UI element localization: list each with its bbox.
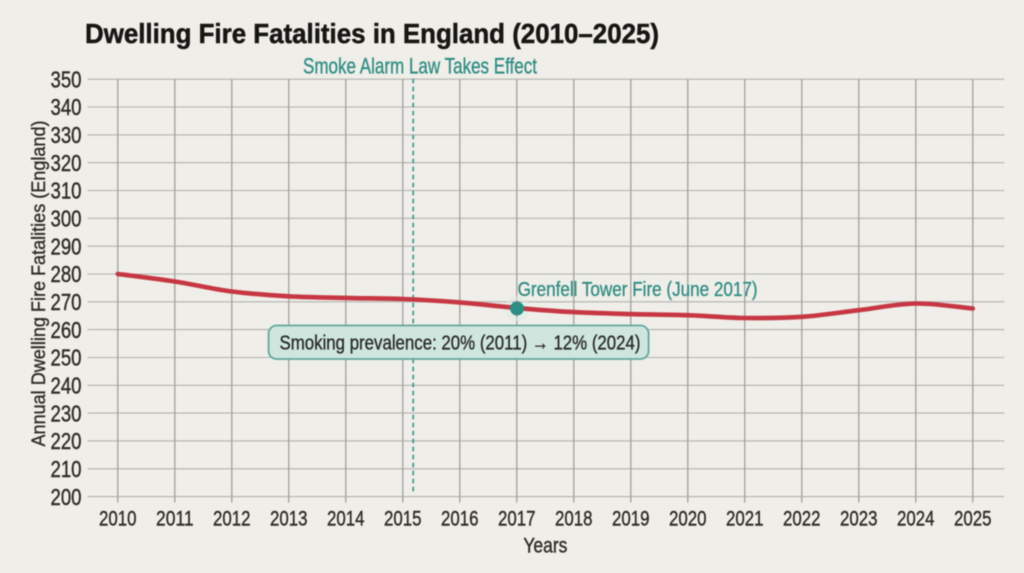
svg-text:230: 230 [51,400,82,426]
svg-text:260: 260 [51,317,82,343]
svg-text:2017: 2017 [498,507,536,531]
svg-text:2019: 2019 [612,507,650,531]
svg-text:240: 240 [51,373,82,399]
svg-text:Years: Years [523,535,567,558]
svg-text:2012: 2012 [213,507,251,531]
svg-text:2013: 2013 [270,507,308,531]
svg-text:2015: 2015 [384,507,422,531]
svg-text:2011: 2011 [156,507,194,531]
svg-text:2022: 2022 [783,507,821,531]
svg-text:250: 250 [51,345,82,371]
svg-text:340: 340 [51,94,82,120]
svg-text:Grenfell Tower Fire (June 2017: Grenfell Tower Fire (June 2017) [518,279,758,301]
svg-text:2024: 2024 [897,507,935,531]
svg-text:220: 220 [51,428,82,454]
svg-text:Annual Dwelling Fire Fatalitie: Annual Dwelling Fire Fatalities (England… [29,121,50,447]
svg-text:2016: 2016 [441,507,479,531]
svg-text:350: 350 [51,66,82,92]
svg-text:Smoke Alarm Law Takes Effect: Smoke Alarm Law Takes Effect [303,53,537,78]
svg-text:2010: 2010 [99,507,137,531]
svg-text:Smoking prevalence: 20% (2011): Smoking prevalence: 20% (2011) → 12% (20… [280,333,641,355]
svg-text:320: 320 [51,150,82,176]
svg-text:330: 330 [51,122,82,148]
svg-text:280: 280 [51,261,82,287]
svg-text:2021: 2021 [726,507,764,531]
svg-text:2014: 2014 [327,507,365,531]
svg-text:310: 310 [51,178,82,204]
svg-text:210: 210 [51,456,82,482]
svg-text:2025: 2025 [954,507,992,531]
svg-text:290: 290 [51,233,82,259]
svg-text:270: 270 [51,289,82,315]
svg-text:2020: 2020 [669,507,707,531]
svg-text:2023: 2023 [840,507,878,531]
svg-text:2018: 2018 [555,507,593,531]
svg-text:Dwelling Fire Fatalities in En: Dwelling Fire Fatalities in England (201… [85,18,659,49]
svg-text:200: 200 [51,484,82,510]
svg-text:300: 300 [51,206,82,232]
